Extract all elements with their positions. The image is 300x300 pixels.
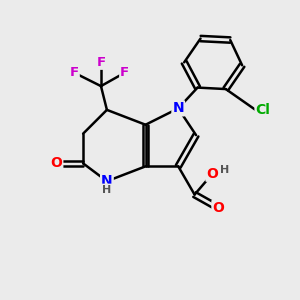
Text: H: H: [220, 165, 230, 175]
Text: H: H: [102, 184, 112, 194]
Text: O: O: [206, 167, 218, 181]
Text: F: F: [96, 56, 106, 69]
Text: Cl: Cl: [256, 103, 270, 117]
Text: F: F: [70, 66, 79, 79]
Text: F: F: [120, 66, 129, 79]
Text: O: O: [50, 156, 62, 170]
Text: O: O: [212, 201, 224, 215]
Text: N: N: [101, 174, 113, 188]
Text: N: N: [172, 101, 184, 116]
